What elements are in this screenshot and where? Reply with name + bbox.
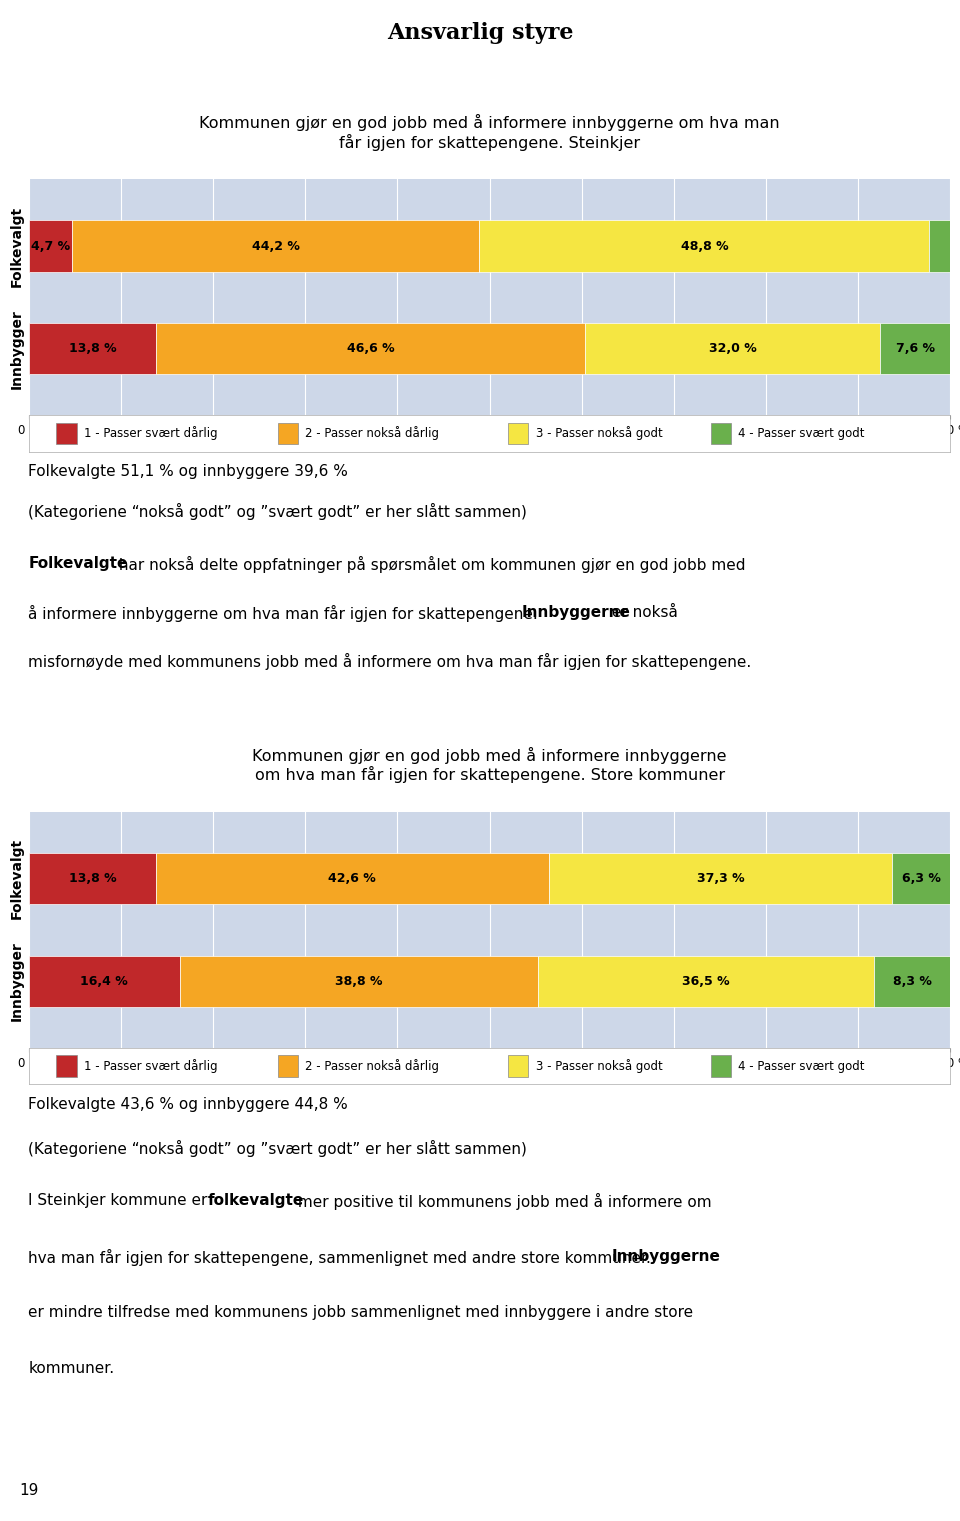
Text: har nokså delte oppfatninger på spørsmålet om kommunen gjør en god jobb med: har nokså delte oppfatninger på spørsmål… [114,557,746,573]
Text: 13,8 %: 13,8 % [68,342,116,354]
Bar [29,853,156,905]
Text: Folkevalgte: Folkevalgte [29,557,128,572]
Text: 1 - Passer svært dårlig: 1 - Passer svært dårlig [84,426,218,441]
FancyBboxPatch shape [277,1056,298,1077]
FancyBboxPatch shape [710,1056,732,1077]
Bar [874,955,950,1007]
Text: Innbyggerne: Innbyggerne [612,1249,721,1264]
Text: kommuner.: kommuner. [29,1361,114,1377]
Text: 16,4 %: 16,4 % [81,975,129,987]
Text: 1 - Passer svært dårlig: 1 - Passer svært dårlig [84,1059,218,1074]
Text: mer positive til kommunens jobb med å informere om: mer positive til kommunens jobb med å in… [293,1194,711,1211]
Bar [548,853,893,905]
Text: folkevalgte: folkevalgte [208,1194,304,1208]
Text: 13,8 %: 13,8 % [68,873,116,885]
Bar [29,955,180,1007]
Text: I Steinkjer kommune er: I Steinkjer kommune er [29,1194,213,1208]
Bar [538,955,874,1007]
Text: Innbyggerne: Innbyggerne [521,605,631,621]
Text: Folkevalgte 51,1 % og innbyggere 39,6 %: Folkevalgte 51,1 % og innbyggere 39,6 % [29,464,348,479]
Text: 36,5 %: 36,5 % [682,975,730,987]
Text: 19: 19 [19,1483,38,1498]
Text: Kommunen gjør en god jobb med å informere innbyggerne om hva man
får igjen for s: Kommunen gjør en god jobb med å informer… [200,114,780,151]
FancyBboxPatch shape [57,1056,77,1077]
Text: 48,8 %: 48,8 % [681,240,728,252]
Text: 3 - Passer nokså godt: 3 - Passer nokså godt [536,1059,662,1074]
Text: 32,0 %: 32,0 % [709,342,756,354]
Bar [586,322,880,374]
Text: er nokså: er nokså [607,605,678,621]
Bar [156,322,586,374]
Text: hva man får igjen for skattepengene, sammenlignet med andre store kommuner.: hva man får igjen for skattepengene, sam… [29,1249,657,1265]
Text: misfornøyde med kommunens jobb med å informere om hva man får igjen for skattepe: misfornøyde med kommunens jobb med å inf… [29,654,752,671]
Text: Ansvarlig styre: Ansvarlig styre [387,23,573,44]
Text: 8,3 %: 8,3 % [893,975,931,987]
Text: Kommunen gjør en god jobb med å informere innbyggerne
om hva man får igjen for s: Kommunen gjør en god jobb med å informer… [252,747,727,783]
Bar [880,322,950,374]
Text: 2 - Passer nokså dårlig: 2 - Passer nokså dårlig [305,1059,440,1074]
Text: er mindre tilfredse med kommunens jobb sammenlignet med innbyggere i andre store: er mindre tilfredse med kommunens jobb s… [29,1305,693,1320]
Bar [893,853,950,905]
Text: 42,6 %: 42,6 % [328,873,376,885]
Text: 44,2 %: 44,2 % [252,240,300,252]
Text: 6,3 %: 6,3 % [902,873,941,885]
Text: 3 - Passer nokså godt: 3 - Passer nokså godt [536,426,662,441]
FancyBboxPatch shape [710,423,732,444]
FancyBboxPatch shape [277,423,298,444]
Text: Folkevalgte 43,6 % og innbyggere 44,8 %: Folkevalgte 43,6 % og innbyggere 44,8 % [29,1098,348,1112]
Bar [72,221,479,272]
Text: (Kategoriene “nokså godt” og ”svært godt” er her slått sammen): (Kategoriene “nokså godt” og ”svært godt… [29,503,527,520]
Text: 46,6 %: 46,6 % [347,342,395,354]
Bar [479,221,929,272]
Text: 4,7 %: 4,7 % [31,240,70,252]
Text: 4 - Passer svært godt: 4 - Passer svært godt [738,1060,865,1072]
Text: 2 - Passer nokså dårlig: 2 - Passer nokså dårlig [305,426,440,441]
Text: å informere innbyggerne om hva man får igjen for skattepengene.: å informere innbyggerne om hva man får i… [29,605,543,622]
Bar [29,221,72,272]
Bar [929,221,950,272]
Text: 4 - Passer svært godt: 4 - Passer svært godt [738,427,865,440]
FancyBboxPatch shape [508,423,528,444]
FancyBboxPatch shape [508,1056,528,1077]
Text: 7,6 %: 7,6 % [896,342,935,354]
Bar [180,955,538,1007]
Text: 37,3 %: 37,3 % [697,873,744,885]
Text: (Kategoriene “nokså godt” og ”svært godt” er her slått sammen): (Kategoriene “nokså godt” og ”svært godt… [29,1141,527,1157]
FancyBboxPatch shape [57,423,77,444]
Bar [156,853,548,905]
Bar [29,322,156,374]
Text: 38,8 %: 38,8 % [335,975,382,987]
